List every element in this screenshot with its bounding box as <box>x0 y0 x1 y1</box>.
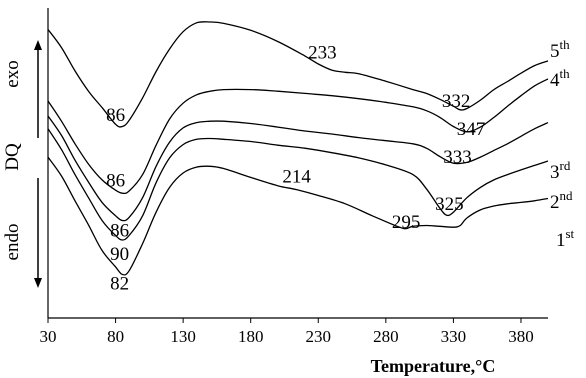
x-tick-label: 230 <box>306 327 332 346</box>
series-label-5th: 5th <box>550 37 570 62</box>
curve-5th <box>47 21 549 128</box>
y-label-exo: exo <box>2 60 23 87</box>
x-ticks: 30 80 130 180 230 280 330 380 <box>40 318 534 346</box>
peak-label: 86 <box>106 105 125 126</box>
curves <box>47 21 549 276</box>
peak-label: 90 <box>110 244 129 265</box>
peak-label: 82 <box>110 273 129 294</box>
axes <box>47 8 548 319</box>
series-label-2nd: 2nd <box>550 188 573 213</box>
exo-arrow-head <box>34 40 42 50</box>
peak-annotations: 86 233 332 347 86 333 86 325 214 295 90 82 <box>106 43 485 295</box>
peak-label: 333 <box>443 147 472 168</box>
series-label-4th: 4th <box>550 66 570 91</box>
x-tick-label: 30 <box>40 327 57 346</box>
y-axis-title: DQ <box>2 143 23 171</box>
curve-2nd <box>47 128 549 241</box>
peak-label: 86 <box>110 221 129 242</box>
y-label-endo: endo <box>2 224 23 261</box>
peak-label: 347 <box>457 119 486 140</box>
x-tick-label: 130 <box>170 327 196 346</box>
curve-3rd <box>47 115 549 222</box>
peak-label: 332 <box>442 91 471 112</box>
peak-label: 233 <box>308 43 337 64</box>
curve-1st <box>47 156 549 276</box>
series-label-3rd: 3rd <box>550 158 571 183</box>
x-tick-label: 280 <box>373 327 399 346</box>
peak-label: 295 <box>392 212 421 233</box>
x-axis-title: Temperature,°C <box>371 356 496 376</box>
x-tick-label: 80 <box>107 327 124 346</box>
endo-arrow-head <box>34 278 42 288</box>
y-axis-labels: exo DQ endo <box>2 40 42 288</box>
series-labels: 5th 4th 3rd 2nd 1st <box>550 37 575 251</box>
x-tick-label: 180 <box>238 327 264 346</box>
peak-label: 214 <box>282 166 311 187</box>
peak-label: 325 <box>435 194 464 215</box>
x-tick-label: 330 <box>441 327 467 346</box>
peak-label: 86 <box>106 170 125 191</box>
curve-4th <box>47 78 549 195</box>
x-tick-label: 380 <box>508 327 534 346</box>
series-label-1st: 1st <box>556 226 575 251</box>
